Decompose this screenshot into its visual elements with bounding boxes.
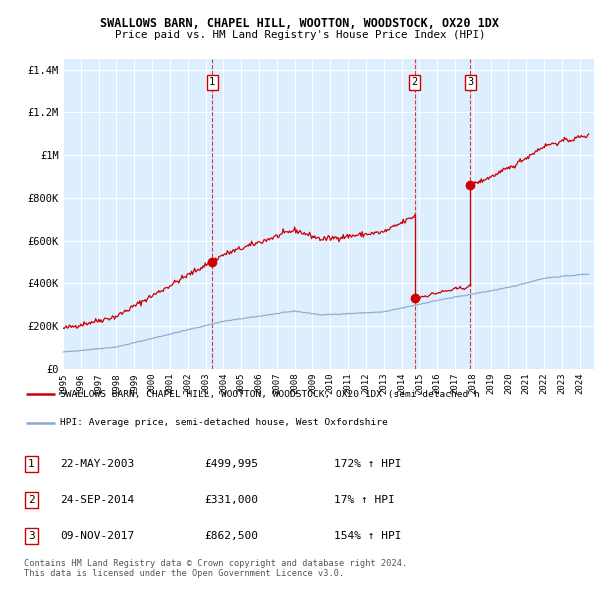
- Text: 22-MAY-2003: 22-MAY-2003: [60, 460, 134, 469]
- Text: 17% ↑ HPI: 17% ↑ HPI: [334, 496, 395, 506]
- Text: 2: 2: [412, 77, 418, 87]
- Text: 3: 3: [28, 532, 35, 542]
- Text: Contains HM Land Registry data © Crown copyright and database right 2024.: Contains HM Land Registry data © Crown c…: [24, 559, 407, 568]
- Text: 2: 2: [28, 496, 35, 506]
- Text: £331,000: £331,000: [204, 496, 258, 506]
- Text: £862,500: £862,500: [204, 532, 258, 542]
- Text: This data is licensed under the Open Government Licence v3.0.: This data is licensed under the Open Gov…: [24, 569, 344, 578]
- Text: 09-NOV-2017: 09-NOV-2017: [60, 532, 134, 542]
- Text: SWALLOWS BARN, CHAPEL HILL, WOOTTON, WOODSTOCK, OX20 1DX (semi-detached h: SWALLOWS BARN, CHAPEL HILL, WOOTTON, WOO…: [60, 390, 480, 399]
- Text: Price paid vs. HM Land Registry's House Price Index (HPI): Price paid vs. HM Land Registry's House …: [115, 30, 485, 40]
- Text: 154% ↑ HPI: 154% ↑ HPI: [334, 532, 401, 542]
- Text: £499,995: £499,995: [204, 460, 258, 469]
- Text: 172% ↑ HPI: 172% ↑ HPI: [334, 460, 401, 469]
- Text: HPI: Average price, semi-detached house, West Oxfordshire: HPI: Average price, semi-detached house,…: [60, 418, 388, 427]
- Text: 1: 1: [28, 460, 35, 469]
- Text: SWALLOWS BARN, CHAPEL HILL, WOOTTON, WOODSTOCK, OX20 1DX: SWALLOWS BARN, CHAPEL HILL, WOOTTON, WOO…: [101, 17, 499, 30]
- Text: 1: 1: [209, 77, 215, 87]
- Text: 24-SEP-2014: 24-SEP-2014: [60, 496, 134, 506]
- Text: 3: 3: [467, 77, 473, 87]
